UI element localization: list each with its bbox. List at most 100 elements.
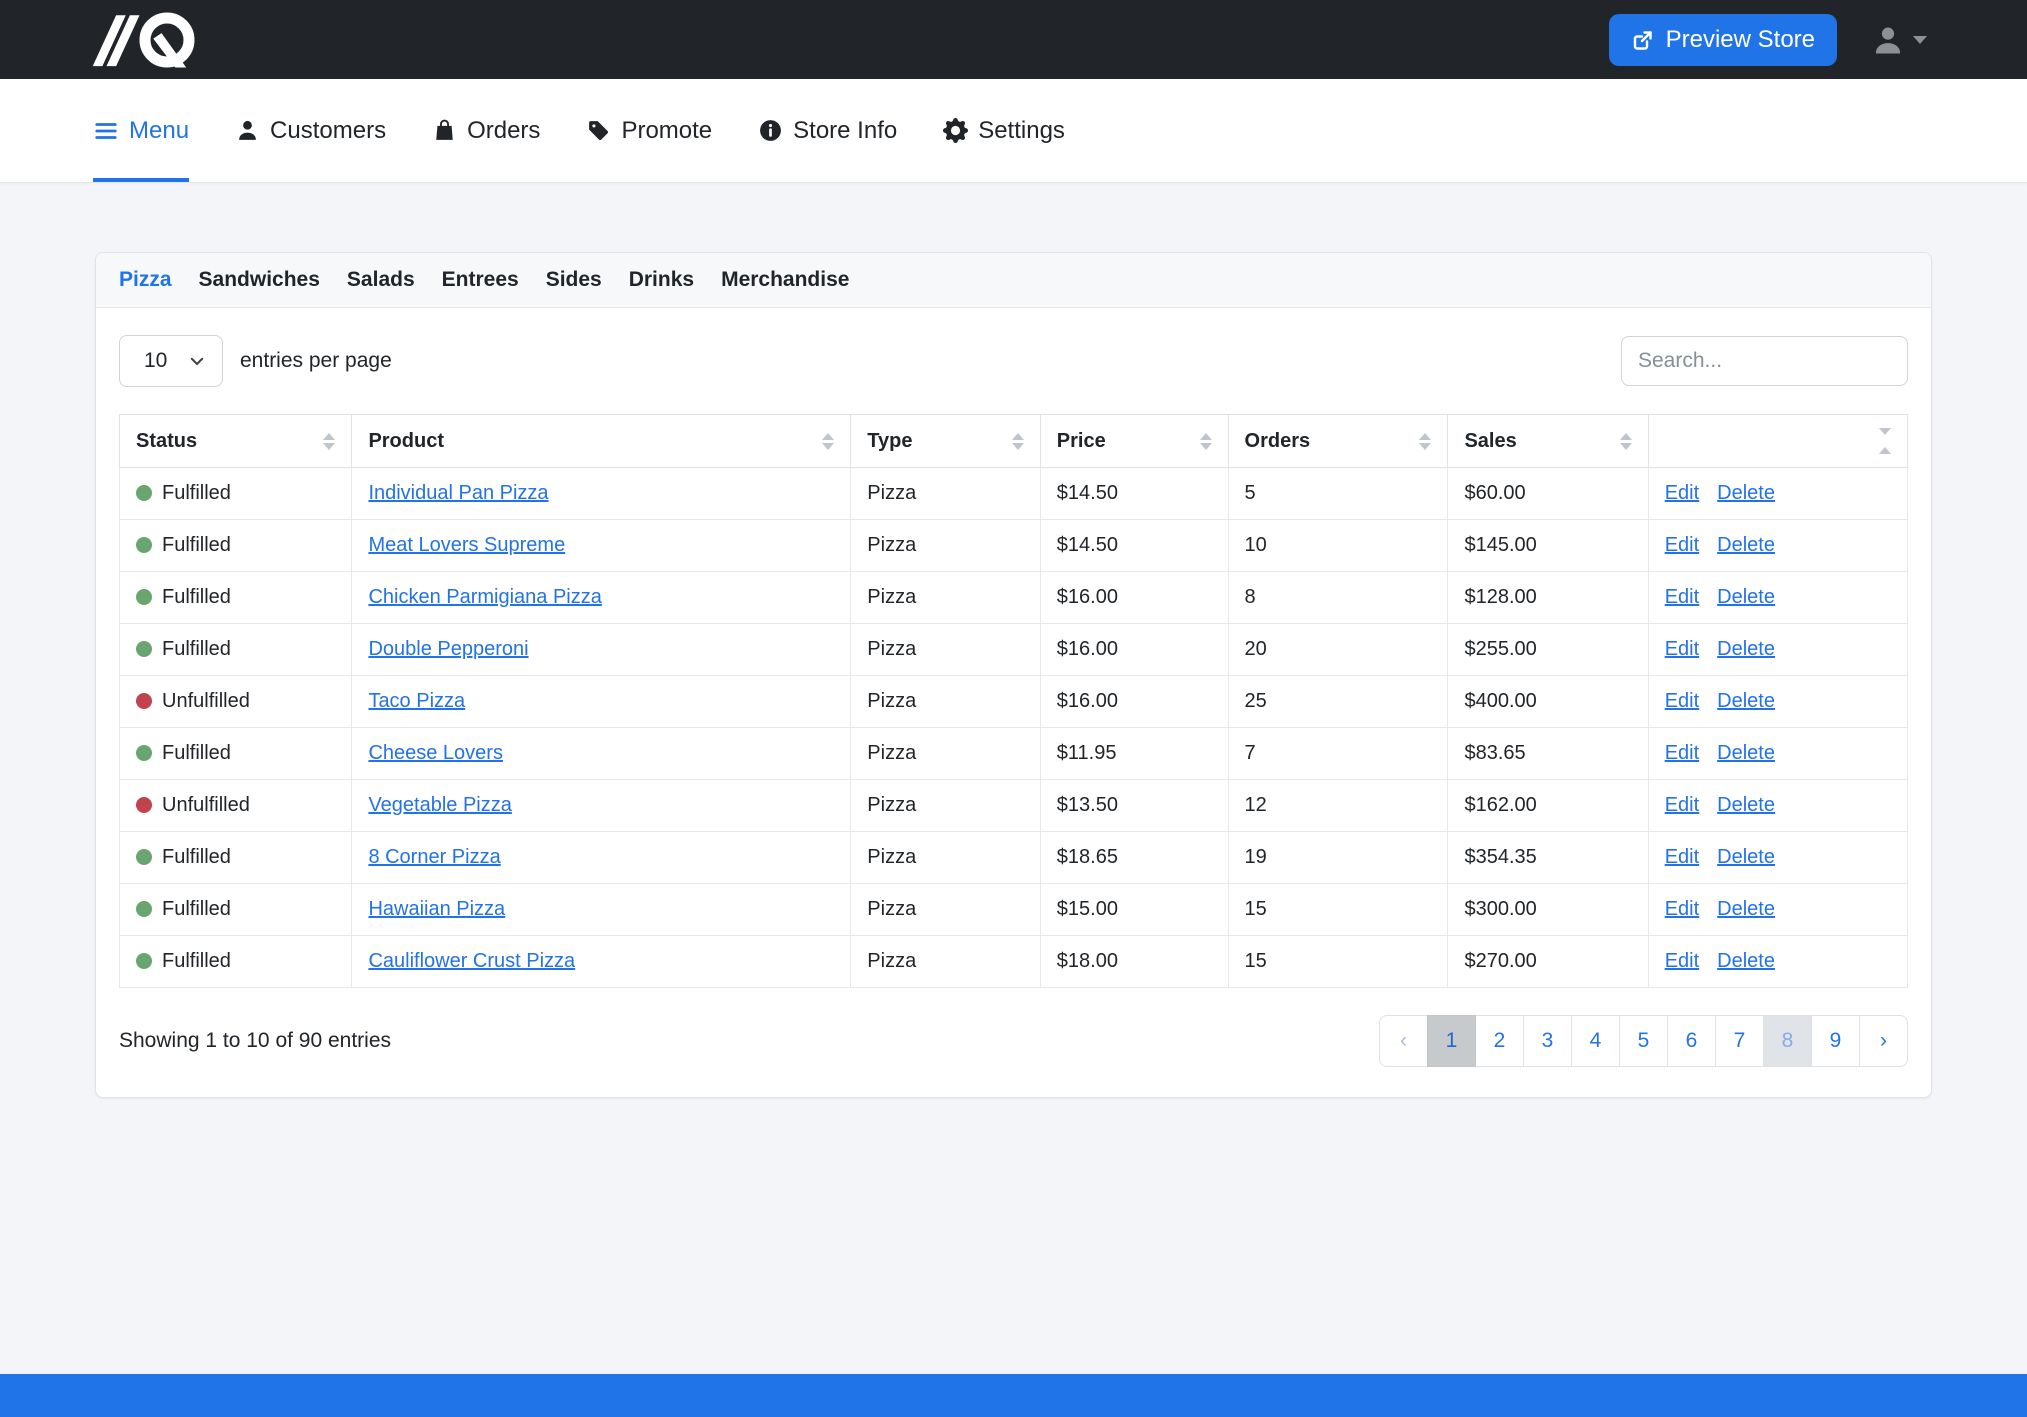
brand-logo[interactable] xyxy=(90,11,255,69)
delete-link[interactable]: Delete xyxy=(1717,586,1775,608)
nav-item-label: Settings xyxy=(978,116,1065,144)
sort-icon xyxy=(812,432,835,450)
status-cell: Fulfilled xyxy=(118,623,353,676)
edit-link[interactable]: Edit xyxy=(1664,742,1700,764)
product-cell: Cheese Lovers xyxy=(351,727,852,780)
price-cell: $15.00 xyxy=(1039,883,1229,936)
status-label: Fulfilled xyxy=(162,898,231,920)
table-controls: 10 entries per page xyxy=(119,335,1908,387)
product-link[interactable]: 8 Corner Pizza xyxy=(368,846,501,868)
table-row: Fulfilled Double Pepperoni Pizza $16.00 20 $2… xyxy=(118,623,1909,676)
pagination-page-button[interactable]: 3 xyxy=(1523,1015,1572,1067)
tab-sandwiches[interactable]: Sandwiches xyxy=(198,268,320,291)
nav-item-customers[interactable]: Customers xyxy=(235,79,386,182)
column-header-sales[interactable]: Sales xyxy=(1447,414,1649,468)
tab-merchandise[interactable]: Merchandise xyxy=(721,268,850,291)
product-link[interactable]: Double Pepperoni xyxy=(368,638,529,660)
actions-cell: Edit Delete xyxy=(1647,727,1909,780)
tab-salads[interactable]: Salads xyxy=(346,268,415,291)
delete-link[interactable]: Delete xyxy=(1717,638,1775,660)
status-dot-icon xyxy=(136,589,152,605)
pagination-next-button[interactable]: › xyxy=(1859,1015,1908,1067)
status-dot-icon xyxy=(136,485,152,501)
edit-link[interactable]: Edit xyxy=(1664,690,1700,712)
product-link[interactable]: Meat Lovers Supreme xyxy=(368,534,566,556)
nav-item-promote[interactable]: Promote xyxy=(586,79,712,182)
table-row: Fulfilled Chicken Parmigiana Pizza Pizza $1… xyxy=(118,571,1909,624)
delete-link[interactable]: Delete xyxy=(1717,794,1775,816)
nav-item-menu[interactable]: Menu xyxy=(93,79,190,182)
product-link[interactable]: Taco Pizza xyxy=(368,690,466,712)
sort-icon xyxy=(1002,432,1024,450)
column-header-status[interactable]: Status xyxy=(118,414,353,468)
pagination-page-button[interactable]: 9 xyxy=(1811,1015,1860,1067)
sales-cell: $300.00 xyxy=(1447,883,1649,936)
column-header-price[interactable]: Price xyxy=(1039,414,1229,468)
nav-item-store-info[interactable]: Store Info xyxy=(758,79,897,182)
delete-link[interactable]: Delete xyxy=(1717,846,1775,868)
column-header-actions[interactable] xyxy=(1647,414,1909,468)
edit-link[interactable]: Edit xyxy=(1664,638,1700,660)
price-cell: $14.50 xyxy=(1039,467,1229,520)
pagination-page-button[interactable]: 4 xyxy=(1571,1015,1620,1067)
user-menu[interactable] xyxy=(1871,23,1927,57)
delete-link[interactable]: Delete xyxy=(1717,898,1775,920)
edit-link[interactable]: Edit xyxy=(1664,794,1700,816)
delete-link[interactable]: Delete xyxy=(1717,690,1775,712)
column-header-orders[interactable]: Orders xyxy=(1227,414,1449,468)
type-cell: Pizza xyxy=(850,935,1041,988)
status-dot-icon xyxy=(136,953,152,969)
actions-cell: Edit Delete xyxy=(1647,519,1909,572)
nav-item-settings[interactable]: Settings xyxy=(943,79,1065,182)
pagination-page-button[interactable]: 7 xyxy=(1715,1015,1764,1067)
nav-item-orders[interactable]: Orders xyxy=(432,79,540,182)
tab-entrees[interactable]: Entrees xyxy=(441,268,519,291)
product-link[interactable]: Cauliflower Crust Pizza xyxy=(368,950,576,972)
product-link[interactable]: Vegetable Pizza xyxy=(368,794,512,816)
table-body: Fulfilled Individual Pan Pizza Pizza $14.50… xyxy=(118,467,1909,988)
pagination-page-button[interactable]: 1 xyxy=(1427,1015,1476,1067)
sort-icon xyxy=(1869,428,1891,454)
sales-cell: $83.65 xyxy=(1447,727,1649,780)
actions-cell: Edit Delete xyxy=(1647,779,1909,832)
product-link[interactable]: Cheese Lovers xyxy=(368,742,503,764)
product-link[interactable]: Hawaiian Pizza xyxy=(368,898,506,920)
tab-pizza[interactable]: Pizza xyxy=(119,268,172,291)
page-size-select[interactable]: 10 xyxy=(119,335,223,387)
status-label: Fulfilled xyxy=(162,950,231,972)
status-cell: Fulfilled xyxy=(118,571,353,624)
status-cell: Fulfilled xyxy=(118,467,353,520)
primary-nav: Menu Customers Orders Promote Store Info xyxy=(0,79,2027,183)
edit-link[interactable]: Edit xyxy=(1664,482,1700,504)
product-link[interactable]: Individual Pan Pizza xyxy=(368,482,549,504)
pagination-page-button[interactable]: 8 xyxy=(1763,1015,1812,1067)
pagination-page-button[interactable]: 2 xyxy=(1475,1015,1524,1067)
edit-link[interactable]: Edit xyxy=(1664,950,1700,972)
delete-link[interactable]: Delete xyxy=(1717,742,1775,764)
pagination-page-button[interactable]: 5 xyxy=(1619,1015,1668,1067)
edit-link[interactable]: Edit xyxy=(1664,846,1700,868)
edit-link[interactable]: Edit xyxy=(1664,898,1700,920)
orders-cell: 8 xyxy=(1227,571,1449,624)
delete-link[interactable]: Delete xyxy=(1717,482,1775,504)
edit-link[interactable]: Edit xyxy=(1664,534,1700,556)
status-cell: Unfulfilled xyxy=(118,779,353,832)
actions-cell: Edit Delete xyxy=(1647,831,1909,884)
pagination-prev-button[interactable]: ‹ xyxy=(1379,1015,1428,1067)
preview-store-button[interactable]: Preview Store xyxy=(1608,13,1837,66)
edit-link[interactable]: Edit xyxy=(1664,586,1700,608)
tab-sides[interactable]: Sides xyxy=(545,268,602,291)
product-cell: Meat Lovers Supreme xyxy=(351,519,852,572)
tab-drinks[interactable]: Drinks xyxy=(628,268,695,291)
column-header-product[interactable]: Product xyxy=(351,414,852,468)
product-link[interactable]: Chicken Parmigiana Pizza xyxy=(368,586,602,608)
delete-link[interactable]: Delete xyxy=(1717,950,1775,972)
delete-link[interactable]: Delete xyxy=(1717,534,1775,556)
pagination-page-button[interactable]: 6 xyxy=(1667,1015,1716,1067)
actions-cell: Edit Delete xyxy=(1647,935,1909,988)
price-cell: $18.65 xyxy=(1039,831,1229,884)
status-dot-icon xyxy=(136,901,152,917)
product-cell: Hawaiian Pizza xyxy=(351,883,852,936)
search-input[interactable] xyxy=(1621,336,1908,386)
column-header-type[interactable]: Type xyxy=(850,414,1041,468)
